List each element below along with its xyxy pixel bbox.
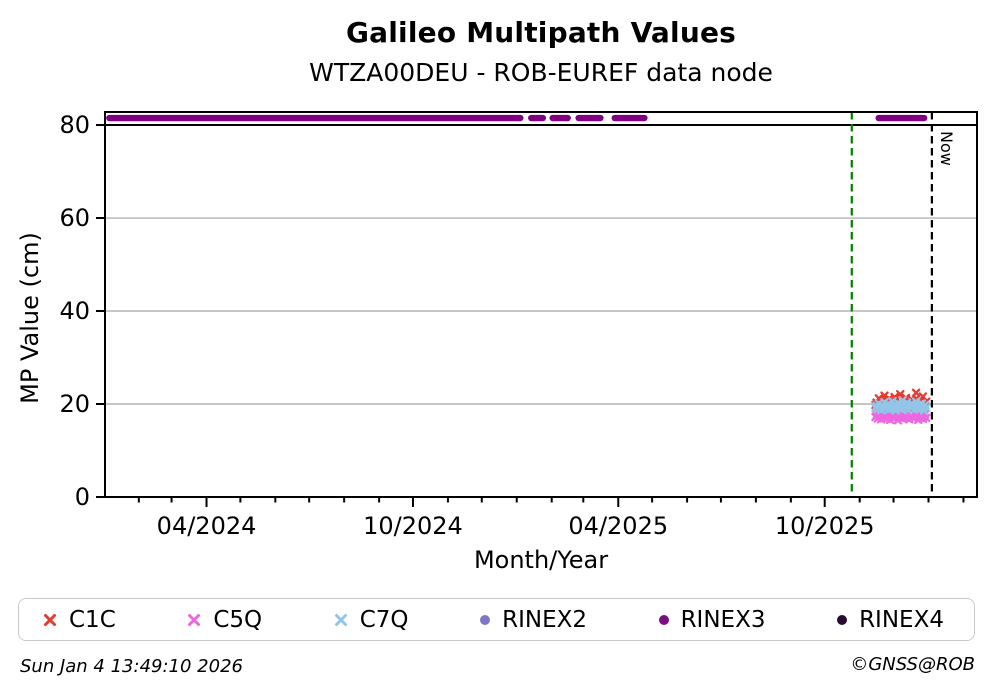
plot-border [104, 111, 978, 498]
x-tick-label: 10/2024 [363, 512, 463, 540]
y-tick-label: 60 [59, 204, 90, 232]
legend: C1C C5Q C7Q RINEX2 RINEX3 RINEX4 [18, 598, 975, 641]
legend-label: RINEX3 [680, 606, 766, 633]
datapoint-c5q [921, 413, 931, 423]
copyright-credit: ©GNSS@ROB [850, 654, 975, 675]
rinex3-availability-band [611, 114, 648, 122]
legend-label: RINEX4 [859, 606, 944, 633]
plot-timestamp: Sun Jan 4 13:49:10 2026 [20, 656, 243, 677]
rinex3-availability-band [528, 114, 547, 122]
y-tick-label: 80 [59, 111, 90, 139]
legend-label: C5Q [213, 606, 263, 633]
legend-item-c5q: C5Q [187, 607, 262, 633]
legend-item-c7q: C7Q [334, 607, 409, 633]
legend-item-c1c: C1C [43, 607, 116, 633]
rinex3-availability-band [106, 114, 524, 122]
datapoint-c7q [898, 396, 907, 405]
x-marker-icon [334, 613, 347, 626]
datapoint-c7q [921, 403, 931, 412]
chart-title: Galileo Multipath Values [345, 16, 737, 49]
legend-item-rinex3: RINEX3 [658, 606, 766, 633]
rinex3-availability-band [575, 114, 604, 122]
chart-subtitle: WTZA00DEU - ROB-EUREF data node [309, 58, 773, 87]
x-tick-label: 10/2025 [775, 512, 875, 540]
rinex3-availability-band [875, 114, 928, 122]
legend-item-rinex4: RINEX4 [837, 607, 944, 633]
y-tick-label: 0 [75, 483, 90, 511]
legend-item-rinex2: RINEX2 [480, 607, 587, 633]
now-label: Now [937, 131, 956, 166]
y-tick-label: 40 [59, 297, 90, 325]
dot-marker-icon [658, 614, 669, 625]
legend-label: C7Q [359, 606, 409, 633]
rinex3-availability-band [549, 114, 571, 122]
datapoint-c1c [918, 392, 928, 401]
legend-label: C1C [69, 606, 116, 633]
dot-marker-icon [837, 614, 848, 625]
y-axis-label: MP Value (cm) [16, 232, 44, 404]
x-marker-icon [188, 613, 201, 626]
datapoint-c1c [911, 388, 921, 398]
y-tick-label: 20 [59, 390, 90, 418]
x-tick-label: 04/2024 [157, 512, 257, 540]
dot-marker-icon [480, 614, 491, 625]
x-marker-icon [44, 613, 56, 626]
datapoint-c1c [896, 389, 905, 399]
legend-label: RINEX2 [502, 606, 587, 633]
x-axis-label: Month/Year [473, 546, 609, 574]
x-tick-label: 04/2025 [568, 512, 668, 540]
